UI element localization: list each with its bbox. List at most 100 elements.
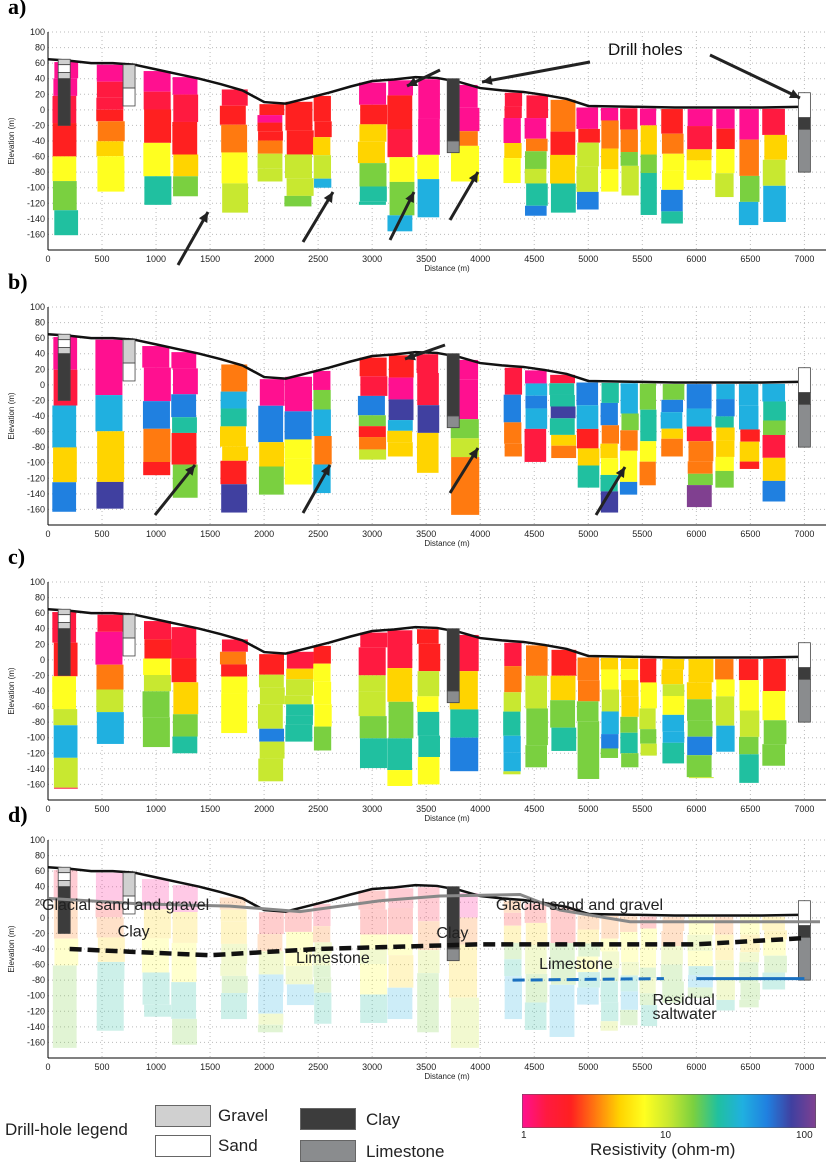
gravel-swatch <box>155 1105 211 1127</box>
resistivity-cell <box>577 142 599 167</box>
resistivity-cell <box>640 658 657 683</box>
resistivity-cell <box>259 741 285 759</box>
resistivity-cell <box>639 108 657 126</box>
resistivity-cell <box>715 470 734 488</box>
y-axis-label: Elevation (m) <box>7 392 16 439</box>
resistivity-cell <box>450 709 479 738</box>
y-tick-label: 60 <box>35 866 45 876</box>
x-tick-label: 4000 <box>470 529 490 539</box>
y-tick-label: 40 <box>35 349 45 359</box>
y-tick-label: -60 <box>32 702 45 712</box>
x-tick-label: 1500 <box>200 1062 220 1072</box>
resistivity-cell <box>660 964 683 982</box>
y-tick-label: -120 <box>27 198 45 208</box>
resistivity-cell <box>387 420 413 431</box>
resistivity-cell <box>314 992 332 1024</box>
resistivity-cell <box>96 109 124 122</box>
resistivity-cell <box>525 645 548 676</box>
geologic-unit-label: Clay <box>436 925 468 942</box>
resistivity-cell <box>358 426 386 438</box>
panel-label: a) <box>8 0 27 19</box>
resistivity-cell <box>142 346 170 368</box>
x-tick-label: 3500 <box>416 1062 436 1072</box>
resistivity-cell <box>525 944 547 974</box>
resistivity-cell <box>739 461 760 469</box>
y-tick-label: -60 <box>32 960 45 970</box>
resistivity-cell <box>258 974 284 993</box>
resistivity-cell <box>576 382 599 406</box>
y-tick-label: -160 <box>27 1037 45 1047</box>
resistivity-cell <box>314 435 332 465</box>
resistivity-cell <box>687 126 713 150</box>
resistivity-cell <box>259 104 285 116</box>
y-tick-label: -160 <box>27 229 45 239</box>
resistivity-cell <box>96 689 124 713</box>
resistivity-cell <box>259 379 285 406</box>
resistivity-cell <box>739 405 759 430</box>
resistivity-cell <box>524 118 547 139</box>
resistivity-cell <box>661 189 683 212</box>
resistivity-cell <box>739 710 760 737</box>
y-tick-label: -80 <box>32 167 45 177</box>
drill-hole-limestone <box>797 678 811 723</box>
panel-label: c) <box>8 544 26 569</box>
resistivity-cell <box>359 357 387 377</box>
resistivity-cell <box>687 950 713 967</box>
resistivity-cell <box>578 128 600 143</box>
resistivity-cell <box>504 942 522 960</box>
resistivity-cell <box>740 982 760 1000</box>
x-tick-label: 1000 <box>146 1062 166 1072</box>
resistivity-cell <box>639 441 657 462</box>
resistivity-cell <box>54 938 79 966</box>
resistivity-cell <box>221 676 248 694</box>
resistivity-cell <box>313 726 332 751</box>
y-tick-label: 80 <box>35 593 45 603</box>
y-tick-label: -160 <box>27 504 45 514</box>
resistivity-cell <box>258 466 284 495</box>
resistivity-cell <box>96 481 124 509</box>
resistivity-cell <box>576 405 599 429</box>
resistivity-cell <box>284 195 312 207</box>
y-tick-label: 60 <box>35 608 45 618</box>
resistivity-cell <box>257 704 283 729</box>
colorbar-tick-1: 1 <box>521 1130 527 1141</box>
resistivity-cell <box>576 956 599 973</box>
x-tick-label: 1500 <box>200 529 220 539</box>
arrow-head <box>185 465 195 476</box>
drill-hole-clay <box>57 353 71 401</box>
resistivity-cell <box>284 439 312 459</box>
resistivity-cell <box>621 165 639 196</box>
x-tick-label: 5000 <box>578 804 598 814</box>
y-tick-label: -80 <box>32 975 45 985</box>
resistivity-cell <box>221 664 248 677</box>
drill-hole-sand <box>57 614 71 623</box>
resistivity-cell <box>417 887 440 922</box>
resistivity-cell <box>417 405 440 433</box>
resistivity-cell <box>387 770 413 786</box>
resistivity-cell <box>661 428 684 439</box>
resistivity-cell <box>640 743 657 756</box>
resistivity-cell <box>551 445 577 459</box>
resistivity-cell <box>740 917 760 935</box>
resistivity-cell <box>639 978 656 994</box>
arrow <box>594 466 627 516</box>
resistivity-cell <box>284 154 312 179</box>
resistivity-cell <box>639 993 657 1006</box>
resistivity-cell <box>417 921 440 951</box>
drill-holes-annotation: Drill holes <box>608 40 683 59</box>
resistivity-cell <box>686 384 712 409</box>
resistivity-cell <box>640 172 657 215</box>
resistivity-cell <box>52 405 77 448</box>
resistivity-section-c: 0 500 1000 1500 2000 2500 3000 3500 4000 4500 5000… <box>7 577 826 823</box>
resistivity-cell <box>620 732 638 754</box>
resistivity-cell <box>259 442 285 467</box>
resistivity-cell <box>387 442 413 457</box>
resistivity-cell <box>601 382 619 403</box>
resistivity-cell <box>359 124 387 142</box>
resistivity-cell <box>716 725 735 752</box>
resistivity-cell <box>662 917 685 932</box>
resistivity-cell <box>549 418 575 435</box>
y-axis-label: Elevation (m) <box>7 117 16 164</box>
drill-hole-gravel <box>57 58 71 66</box>
drill-hole-sand <box>122 87 136 107</box>
